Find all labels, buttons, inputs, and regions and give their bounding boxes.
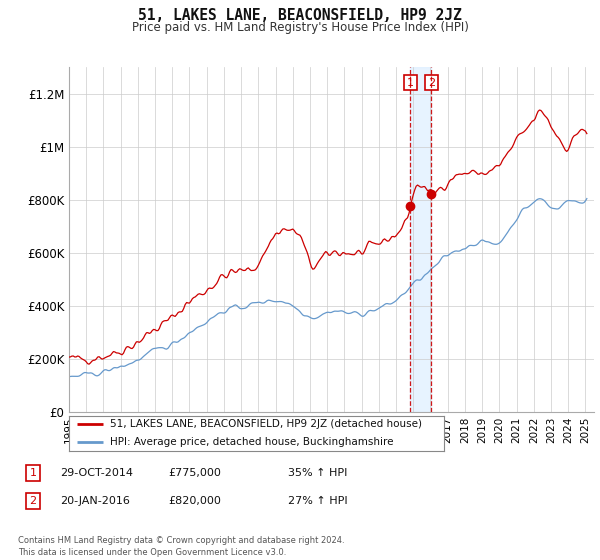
Text: Contains HM Land Registry data © Crown copyright and database right 2024.
This d: Contains HM Land Registry data © Crown c… xyxy=(18,536,344,557)
Text: HPI: Average price, detached house, Buckinghamshire: HPI: Average price, detached house, Buck… xyxy=(110,437,394,447)
Text: 35% ↑ HPI: 35% ↑ HPI xyxy=(288,468,347,478)
Bar xyxy=(410,67,431,412)
Text: £775,000: £775,000 xyxy=(168,468,221,478)
Text: 20-JAN-2016: 20-JAN-2016 xyxy=(60,496,130,506)
Text: 29-OCT-2014: 29-OCT-2014 xyxy=(60,468,133,478)
Text: 2: 2 xyxy=(29,496,37,506)
Text: 51, LAKES LANE, BEACONSFIELD, HP9 2JZ (detached house): 51, LAKES LANE, BEACONSFIELD, HP9 2JZ (d… xyxy=(110,419,422,430)
Text: £820,000: £820,000 xyxy=(168,496,221,506)
Text: Price paid vs. HM Land Registry's House Price Index (HPI): Price paid vs. HM Land Registry's House … xyxy=(131,21,469,34)
Text: 51, LAKES LANE, BEACONSFIELD, HP9 2JZ: 51, LAKES LANE, BEACONSFIELD, HP9 2JZ xyxy=(138,8,462,24)
Text: 1: 1 xyxy=(407,77,414,87)
Text: 2: 2 xyxy=(428,77,435,87)
Text: 27% ↑ HPI: 27% ↑ HPI xyxy=(288,496,347,506)
Text: 1: 1 xyxy=(29,468,37,478)
